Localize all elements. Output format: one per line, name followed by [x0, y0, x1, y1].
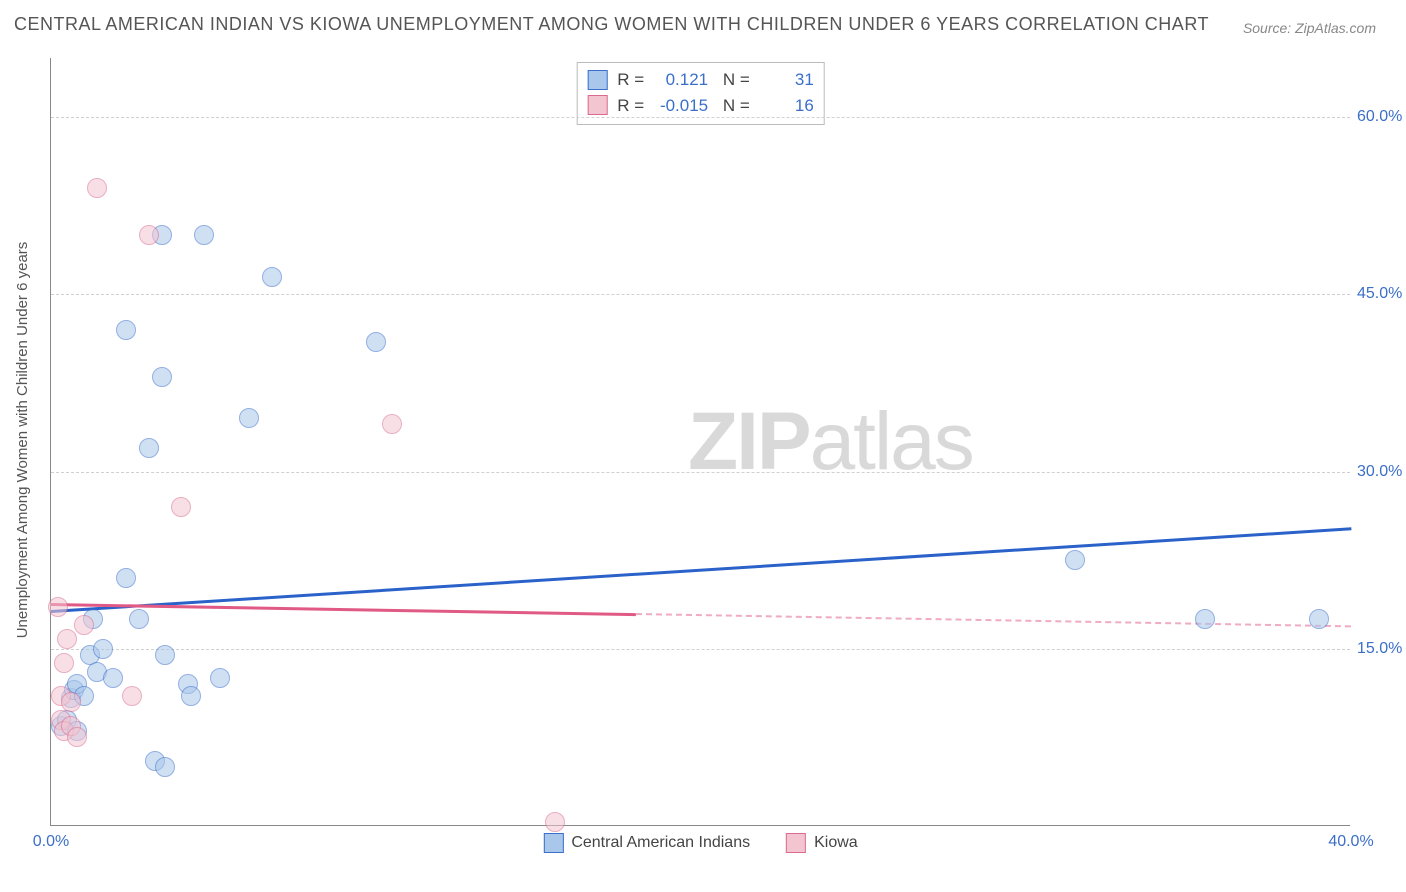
- cai-point: [103, 668, 123, 688]
- watermark-bold: ZIP: [688, 396, 810, 487]
- kiowa-point: [74, 615, 94, 635]
- stats-r-kiowa: -0.015: [654, 93, 708, 119]
- swatch-cai: [587, 70, 607, 90]
- ytick-label: 60.0%: [1357, 108, 1406, 126]
- kiowa-point: [57, 629, 77, 649]
- cai-point: [1065, 550, 1085, 570]
- kiowa-regression-dashed: [636, 613, 1351, 627]
- kiowa-point: [87, 178, 107, 198]
- cai-point: [139, 438, 159, 458]
- cai-point: [210, 668, 230, 688]
- cai-point: [1195, 609, 1215, 629]
- ytick-label: 30.0%: [1357, 463, 1406, 481]
- kiowa-point: [54, 653, 74, 673]
- stats-row-cai: R = 0.121 N = 31: [587, 67, 814, 93]
- plot-area: ZIPatlas R = 0.121 N = 31 R = -0.015 N =…: [50, 58, 1350, 826]
- legend-label-cai: Central American Indians: [571, 834, 750, 852]
- kiowa-point: [48, 597, 68, 617]
- cai-point: [116, 320, 136, 340]
- stats-n-kiowa: 16: [760, 93, 814, 119]
- cai-point: [129, 609, 149, 629]
- ytick-label: 45.0%: [1357, 285, 1406, 303]
- cai-point: [366, 332, 386, 352]
- xtick-label: 40.0%: [1328, 833, 1373, 851]
- kiowa-point: [67, 727, 87, 747]
- legend-item-kiowa: Kiowa: [786, 833, 858, 853]
- cai-point: [116, 568, 136, 588]
- source-label: Source: ZipAtlas.com: [1243, 20, 1376, 36]
- chart-title: CENTRAL AMERICAN INDIAN VS KIOWA UNEMPLO…: [14, 14, 1209, 35]
- ytick-label: 15.0%: [1357, 640, 1406, 658]
- kiowa-point: [139, 225, 159, 245]
- gridline-h: [51, 472, 1350, 473]
- cai-point: [152, 367, 172, 387]
- stats-r-label: R =: [617, 67, 644, 93]
- cai-point: [239, 408, 259, 428]
- legend-label-kiowa: Kiowa: [814, 834, 858, 852]
- kiowa-point: [382, 414, 402, 434]
- xtick-label: 0.0%: [33, 833, 69, 851]
- cai-point: [93, 639, 113, 659]
- watermark: ZIPatlas: [688, 395, 973, 489]
- kiowa-point: [171, 497, 191, 517]
- stats-n-cai: 31: [760, 67, 814, 93]
- watermark-rest: atlas: [810, 396, 973, 487]
- legend-swatch-cai: [543, 833, 563, 853]
- swatch-kiowa: [587, 95, 607, 115]
- stats-legend-box: R = 0.121 N = 31 R = -0.015 N = 16: [576, 62, 825, 125]
- stats-row-kiowa: R = -0.015 N = 16: [587, 93, 814, 119]
- cai-point: [181, 686, 201, 706]
- gridline-h: [51, 649, 1350, 650]
- cai-point: [155, 645, 175, 665]
- cai-point: [1309, 609, 1329, 629]
- cai-point: [155, 757, 175, 777]
- kiowa-point: [122, 686, 142, 706]
- cai-point: [262, 267, 282, 287]
- kiowa-point: [545, 812, 565, 832]
- gridline-h: [51, 117, 1350, 118]
- legend-bottom: Central American Indians Kiowa: [543, 833, 857, 853]
- stats-r-cai: 0.121: [654, 67, 708, 93]
- cai-regression: [51, 527, 1351, 612]
- legend-item-cai: Central American Indians: [543, 833, 750, 853]
- legend-swatch-kiowa: [786, 833, 806, 853]
- kiowa-point: [61, 692, 81, 712]
- y-axis-label: Unemployment Among Women with Children U…: [14, 242, 31, 639]
- stats-n-label: N =: [718, 93, 750, 119]
- stats-n-label: N =: [718, 67, 750, 93]
- cai-point: [194, 225, 214, 245]
- stats-r-label: R =: [617, 93, 644, 119]
- gridline-h: [51, 294, 1350, 295]
